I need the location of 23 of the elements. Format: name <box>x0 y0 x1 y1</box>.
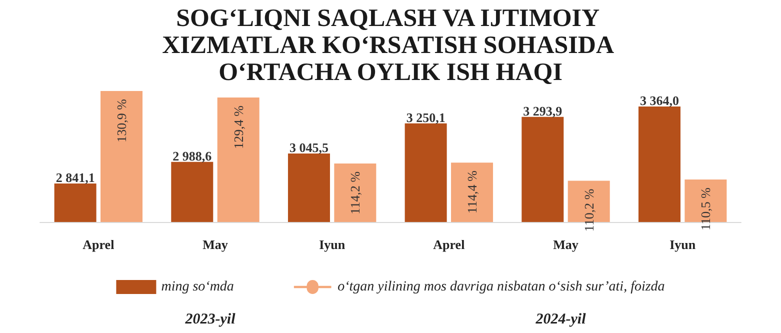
x-tick-label: May <box>553 237 579 252</box>
legend-label: ming so‘mda <box>161 280 234 294</box>
x-tick-label: Iyun <box>319 237 346 252</box>
x-tick-label: Aprel <box>433 237 466 252</box>
x-tick-label: Iyun <box>670 237 696 252</box>
data-label: 2 841,1 <box>56 170 95 186</box>
data-label: 3 250,1 <box>406 110 446 125</box>
data-label: 114,2 % <box>348 171 363 214</box>
data-label: 129,4 % <box>230 105 246 149</box>
data-label: 3 045,5 <box>289 140 329 155</box>
data-label: 110,5 % <box>698 187 714 230</box>
data-label: 110,2 % <box>581 188 596 232</box>
chart-title: SOG‘LIQNI SAQLASH VA IJTIMOIY XIZMATLAR KO‘RSATISH SOHASIDA O‘RTACHA OYLIK ISH HAQI <box>162 5 619 86</box>
data-label: 3 293,9 <box>523 103 563 118</box>
data-label: 2 988,6 <box>172 148 212 164</box>
text: 2023-yil <box>184 312 236 328</box>
data-label: 114,4 % <box>464 170 480 214</box>
data-label: 3 364,0 <box>640 93 679 108</box>
text: 2024-yil <box>534 312 587 328</box>
legend-label: o‘tgan yilining mos davriga nisbatan o‘sish sur’ati, foizda <box>338 280 665 294</box>
x-tick-label: Aprel <box>82 237 115 252</box>
x-tick-label: May <box>202 237 228 252</box>
data-label: 130,9 % <box>114 98 130 142</box>
